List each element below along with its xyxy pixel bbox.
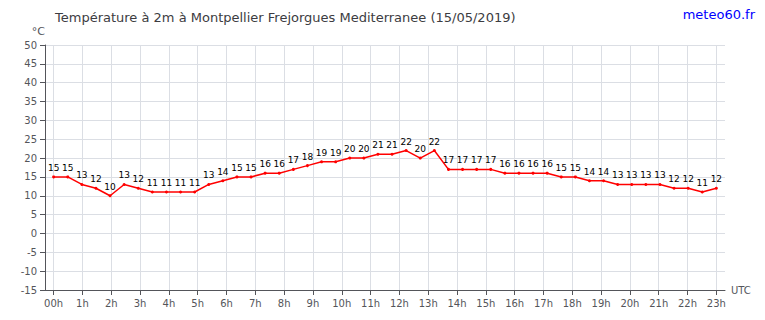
svg-text:13: 13 xyxy=(76,170,87,180)
svg-text:-5: -5 xyxy=(27,247,37,258)
svg-text:9h: 9h xyxy=(307,298,320,309)
svg-text:16: 16 xyxy=(541,159,553,169)
svg-text:2h: 2h xyxy=(105,298,118,309)
svg-text:17: 17 xyxy=(471,155,482,165)
svg-text:15: 15 xyxy=(231,163,242,173)
svg-text:21: 21 xyxy=(386,140,397,150)
svg-text:12h: 12h xyxy=(390,298,409,309)
svg-text:00h: 00h xyxy=(44,298,63,309)
svg-text:21h: 21h xyxy=(649,298,668,309)
svg-text:22: 22 xyxy=(400,137,411,147)
svg-text:12: 12 xyxy=(90,174,101,184)
svg-text:16: 16 xyxy=(259,159,271,169)
svg-text:12: 12 xyxy=(668,174,679,184)
svg-text:13: 13 xyxy=(654,170,665,180)
svg-text:16: 16 xyxy=(527,159,539,169)
svg-text:35: 35 xyxy=(24,96,37,107)
svg-text:22: 22 xyxy=(429,137,440,147)
svg-text:18: 18 xyxy=(302,152,314,162)
svg-text:50: 50 xyxy=(24,40,37,51)
svg-text:5h: 5h xyxy=(191,298,204,309)
svg-text:10h: 10h xyxy=(332,298,351,309)
svg-text:19: 19 xyxy=(316,148,328,158)
svg-text:8h: 8h xyxy=(278,298,291,309)
svg-text:16: 16 xyxy=(513,159,525,169)
svg-text:12: 12 xyxy=(133,174,144,184)
svg-text:-15: -15 xyxy=(21,285,37,296)
svg-text:4h: 4h xyxy=(163,298,176,309)
svg-text:13: 13 xyxy=(626,170,637,180)
svg-text:11: 11 xyxy=(175,178,186,188)
svg-text:16: 16 xyxy=(499,159,511,169)
svg-text:18h: 18h xyxy=(563,298,582,309)
svg-text:17: 17 xyxy=(288,155,299,165)
svg-text:13: 13 xyxy=(640,170,651,180)
svg-text:15: 15 xyxy=(245,163,256,173)
svg-text:21: 21 xyxy=(372,140,383,150)
svg-text:25: 25 xyxy=(24,134,37,145)
svg-text:13: 13 xyxy=(612,170,623,180)
svg-text:15h: 15h xyxy=(476,298,495,309)
svg-text:17: 17 xyxy=(457,155,468,165)
svg-text:16: 16 xyxy=(274,159,286,169)
svg-text:meteo60.fr: meteo60.fr xyxy=(683,7,756,22)
svg-text:13: 13 xyxy=(118,170,129,180)
svg-text:11: 11 xyxy=(697,178,708,188)
svg-text:14: 14 xyxy=(584,167,596,177)
svg-text:19: 19 xyxy=(330,148,342,158)
svg-text:20h: 20h xyxy=(620,298,639,309)
svg-text:23h: 23h xyxy=(707,298,726,309)
svg-text:°C: °C xyxy=(32,25,46,38)
svg-text:12: 12 xyxy=(682,174,693,184)
svg-text:15: 15 xyxy=(556,163,567,173)
svg-text:17: 17 xyxy=(443,155,454,165)
svg-text:5: 5 xyxy=(31,209,37,220)
svg-text:20: 20 xyxy=(24,153,37,164)
svg-text:17h: 17h xyxy=(534,298,553,309)
svg-text:20: 20 xyxy=(344,144,356,154)
svg-text:Température à 2m à Montpellier: Température à 2m à Montpellier Frejorgue… xyxy=(54,10,516,25)
svg-text:45: 45 xyxy=(24,58,37,69)
svg-text:16h: 16h xyxy=(505,298,524,309)
svg-text:19h: 19h xyxy=(592,298,611,309)
svg-text:10: 10 xyxy=(24,190,37,201)
svg-text:15: 15 xyxy=(570,163,581,173)
svg-text:13h: 13h xyxy=(419,298,438,309)
svg-text:13: 13 xyxy=(203,170,214,180)
svg-text:10: 10 xyxy=(104,182,116,192)
svg-text:11: 11 xyxy=(147,178,158,188)
svg-text:6h: 6h xyxy=(220,298,233,309)
svg-text:14: 14 xyxy=(217,167,229,177)
svg-text:15: 15 xyxy=(62,163,73,173)
svg-text:UTC: UTC xyxy=(731,285,751,296)
svg-text:7h: 7h xyxy=(249,298,262,309)
svg-text:40: 40 xyxy=(24,77,37,88)
svg-text:0: 0 xyxy=(31,228,37,239)
svg-text:15: 15 xyxy=(48,163,59,173)
svg-text:14: 14 xyxy=(598,167,610,177)
svg-text:11: 11 xyxy=(161,178,172,188)
svg-text:17: 17 xyxy=(485,155,496,165)
svg-text:-10: -10 xyxy=(21,266,37,277)
svg-text:15: 15 xyxy=(24,171,37,182)
svg-text:30: 30 xyxy=(24,115,37,126)
svg-text:3h: 3h xyxy=(134,298,147,309)
svg-text:20: 20 xyxy=(415,144,427,154)
svg-text:1h: 1h xyxy=(76,298,89,309)
svg-text:11h: 11h xyxy=(361,298,380,309)
svg-text:22h: 22h xyxy=(678,298,697,309)
svg-text:20: 20 xyxy=(358,144,370,154)
svg-text:12: 12 xyxy=(711,174,722,184)
svg-text:14h: 14h xyxy=(448,298,467,309)
svg-text:11: 11 xyxy=(189,178,200,188)
